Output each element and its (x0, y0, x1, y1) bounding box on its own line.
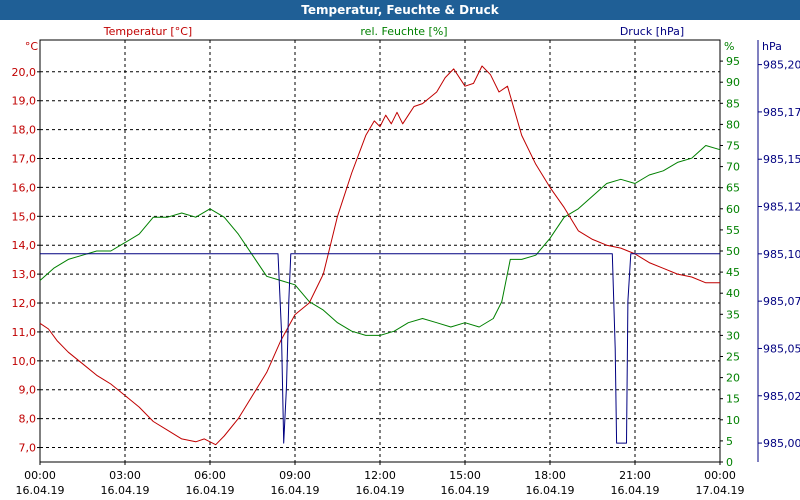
temperature-tick-label: 8,0 (19, 413, 37, 426)
pressure-unit: hPa (762, 40, 782, 53)
axis-labels: Temperatur [°C] rel. Feuchte [%] Druck [hP… (25, 25, 782, 53)
time-tick-label: 00:00 (24, 469, 56, 482)
humidity-tick-label: 35 (726, 308, 740, 321)
humidity-tick-label: 60 (726, 203, 740, 216)
pressure-tick-label: 985,15 (763, 153, 800, 166)
pressure-tick-label: 985,05 (763, 342, 800, 355)
time-tick-label: 03:00 (109, 469, 141, 482)
humidity-tick-label: 40 (726, 287, 740, 300)
humidity-tick-label: 15 (726, 393, 740, 406)
humidity-tick-label: 25 (726, 351, 740, 364)
time-tick-label: 09:00 (279, 469, 311, 482)
temperature-tick-label: 17,0 (12, 153, 37, 166)
temperature-tick-label: 13,0 (12, 268, 37, 281)
date-tick-label: 16.04.19 (441, 484, 490, 497)
humidity-tick-label: 70 (726, 161, 740, 174)
humidity-tick-label: 55 (726, 224, 740, 237)
date-tick-label: 16.04.19 (16, 484, 65, 497)
humidity-tick-label: 65 (726, 182, 740, 195)
date-tick-label: 16.04.19 (101, 484, 150, 497)
time-tick-label: 12:00 (364, 469, 396, 482)
humidity-unit: % (724, 40, 734, 53)
humidity-tick-label: 95 (726, 55, 740, 68)
pressure-series-line (40, 253, 720, 444)
temperature-axis-label: Temperatur [°C] (103, 25, 192, 38)
date-tick-label: 16.04.19 (526, 484, 575, 497)
pressure-tick-label: 985,10 (763, 248, 800, 261)
humidity-tick-label: 5 (726, 435, 733, 448)
pressure-tick-label: 985,00 (763, 437, 800, 450)
temperature-series-line (39, 65, 720, 446)
humidity-series-line (39, 145, 721, 336)
humidity-tick-label: 75 (726, 140, 740, 153)
temperature-tick-label: 15,0 (12, 210, 37, 223)
temperature-tick-label: 7,0 (19, 442, 37, 455)
humidity-tick-label: 45 (726, 266, 740, 279)
temperature-tick-label: 19,0 (12, 95, 37, 108)
time-tick-label: 06:00 (194, 469, 226, 482)
date-tick-label: 16.04.19 (611, 484, 660, 497)
time-tick-label: 21:00 (619, 469, 651, 482)
temperature-axis: 7,0 8,0 9,0 10,0 11,0 12,0 13,0 14,0 15,0 16,0 17,… (12, 66, 40, 455)
time-tick-label: 18:00 (534, 469, 566, 482)
temperature-tick-label: 10,0 (12, 355, 37, 368)
date-tick-label: 16.04.19 (271, 484, 320, 497)
humidity-axis: 0 5 10 15 20 25 30 35 40 45 50 55 60 65 70 75 80 85 90 95 (720, 55, 740, 469)
humidity-tick-label: 80 (726, 118, 740, 131)
humidity-tick-label: 50 (726, 245, 740, 258)
chart: 7,0 8,0 9,0 10,0 11,0 12,0 13,0 14,0 15,0 16,0 17,… (12, 25, 800, 497)
pressure-axis-label: Druck [hPa] (620, 25, 684, 38)
temperature-tick-label: 14,0 (12, 239, 37, 252)
time-tick-label: 00:00 (704, 469, 736, 482)
pressure-tick-label: 985,12 (763, 201, 800, 214)
window-title: Temperatur, Feuchte & Druck (0, 0, 800, 20)
grid (40, 40, 720, 462)
date-tick-label: 16.04.19 (356, 484, 405, 497)
temperature-tick-label: 9,0 (19, 384, 37, 397)
temperature-tick-label: 12,0 (12, 297, 37, 310)
humidity-tick-label: 20 (726, 372, 740, 385)
date-tick-label: 16.04.19 (186, 484, 235, 497)
time-tick-label: 15:00 (449, 469, 481, 482)
temperature-tick-label: 16,0 (12, 181, 37, 194)
pressure-axis: 985,00 985,02 985,05 985,07 985,10 985,12 985,… (757, 40, 800, 462)
humidity-tick-label: 0 (726, 456, 733, 469)
temperature-tick-label: 18,0 (12, 124, 37, 137)
humidity-tick-label: 30 (726, 329, 740, 342)
temperature-tick-label: 11,0 (12, 326, 37, 339)
time-axis: 00:00 16.04.19 03:00 16.04.19 06:00 16.04.19 0… (16, 462, 745, 497)
humidity-tick-label: 10 (726, 414, 740, 427)
humidity-tick-label: 90 (726, 76, 740, 89)
temperature-unit: °C (25, 40, 39, 53)
humidity-axis-label: rel. Feuchte [%] (360, 25, 447, 38)
pressure-tick-label: 985,02 (763, 390, 800, 403)
humidity-tick-label: 85 (726, 97, 740, 110)
date-tick-label: 17.04.19 (696, 484, 745, 497)
pressure-tick-label: 985,07 (763, 295, 800, 308)
pressure-tick-label: 985,17 (763, 106, 800, 119)
series-layer (39, 65, 721, 446)
temperature-tick-label: 20,0 (12, 66, 37, 79)
pressure-tick-label: 985,20 (763, 59, 800, 72)
